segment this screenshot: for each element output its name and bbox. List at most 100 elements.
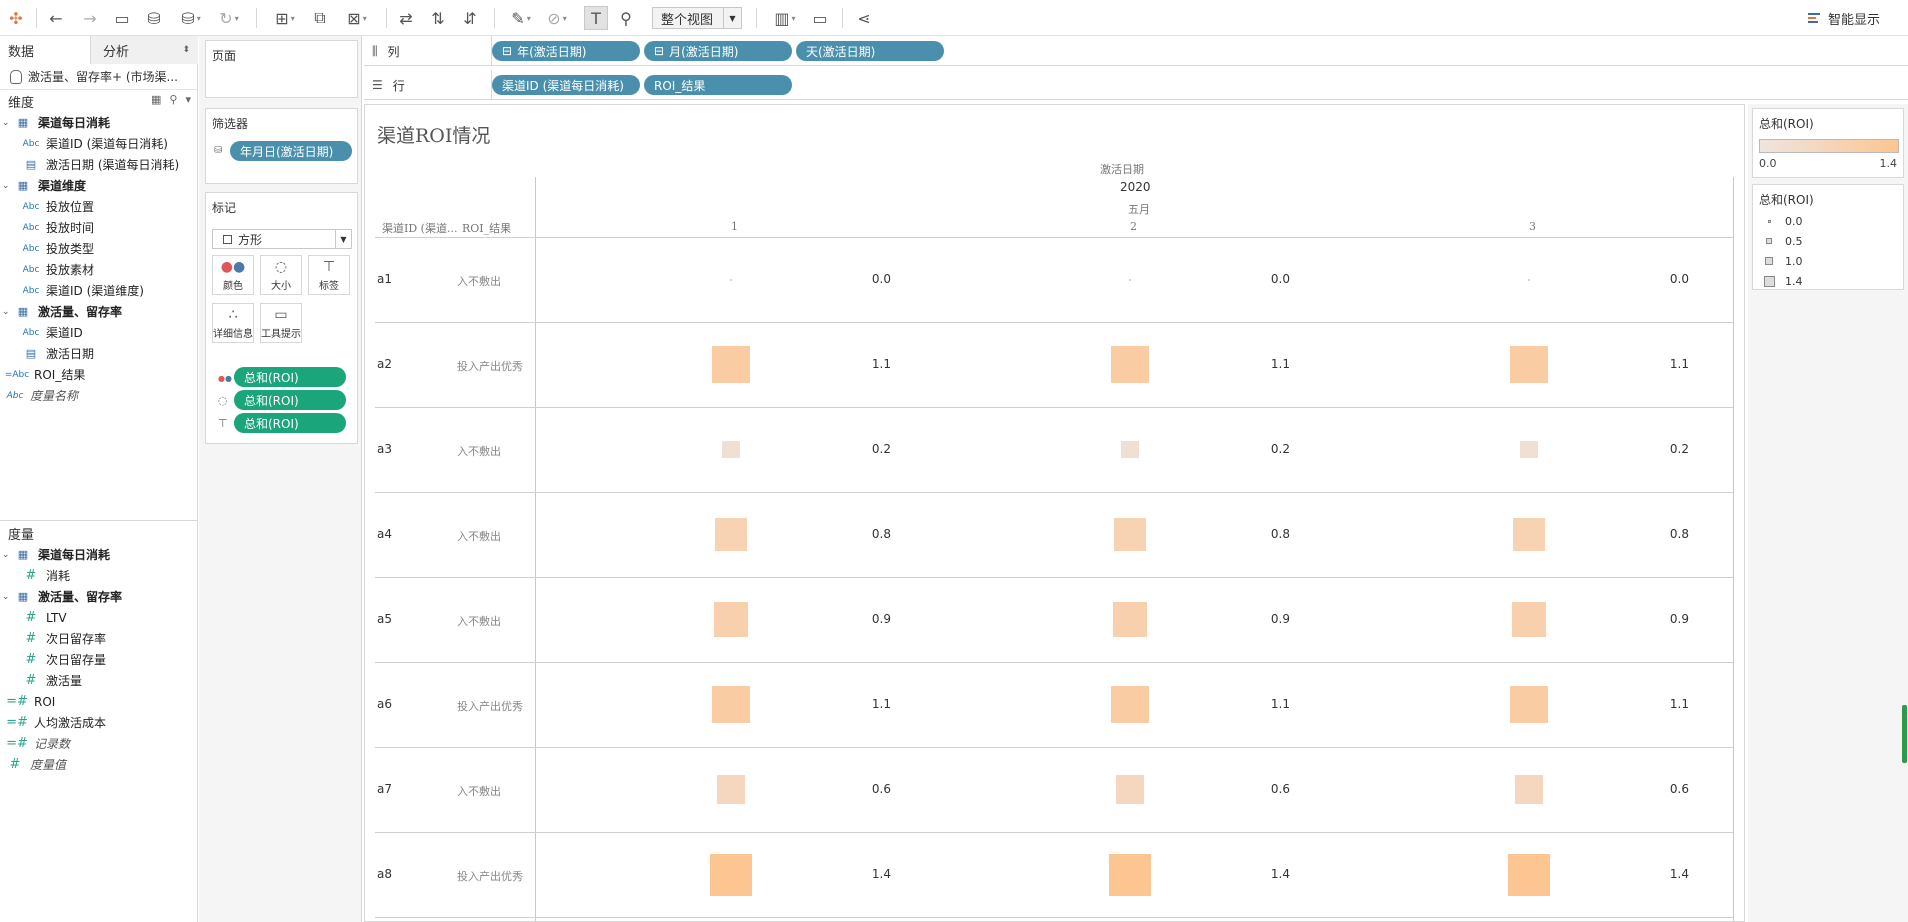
field-item[interactable]: # LTV [0, 607, 198, 628]
column-header-day[interactable]: 2 [1130, 220, 1137, 233]
row-label-result[interactable]: 入不敷出 [457, 784, 501, 798]
row-label-result[interactable]: 入不敷出 [457, 614, 501, 628]
column-header-month[interactable]: 五月 [1128, 203, 1150, 216]
field-item[interactable]: Abc 投放位置 [0, 196, 197, 217]
column-pill-month[interactable]: ⊟ 月(激活日期) [644, 41, 792, 61]
rows-shelf[interactable]: ☰ 行 渠道ID (渠道每日消耗) ROI_结果 [364, 70, 1908, 100]
column-pill-year[interactable]: ⊟ 年(激活日期) [492, 41, 640, 61]
view-canvas[interactable]: 渠道ROI情况 激活日期 2020 五月 渠道ID (渠道... ROI_结果 … [364, 104, 1745, 922]
size-legend-item[interactable]: 0.5 [1763, 233, 1802, 249]
heatmap-mark[interactable] [1528, 278, 1530, 281]
collapse-chevron-icon[interactable]: ⌄ [2, 306, 10, 317]
row-label-channel[interactable]: a3 [377, 441, 392, 456]
clear-sheet-icon[interactable]: ⊠ ▾ [347, 8, 367, 28]
new-worksheet-icon[interactable]: ⊞ ▾ [275, 8, 295, 28]
heatmap-mark[interactable] [1111, 685, 1149, 724]
calculated-field[interactable]: =# 人均激活成本 [0, 712, 198, 733]
heatmap-mark[interactable] [1129, 278, 1131, 281]
group-members-icon[interactable]: ⊘ ▾ [547, 8, 567, 28]
filters-card[interactable]: 筛选器 ⛁ 年月日(激活日期) [205, 108, 358, 184]
undo-icon[interactable]: ← [49, 8, 63, 28]
field-item[interactable]: Abc 投放素材 [0, 259, 197, 280]
field-item[interactable]: Abc 度量名称 [0, 385, 197, 406]
row-label-channel[interactable]: a8 [377, 866, 392, 881]
collapse-chevron-icon[interactable]: ⌄ [2, 591, 10, 602]
row-label-result[interactable]: 投入产出优秀 [457, 699, 523, 713]
column-pill-day[interactable]: 天(激活日期) [796, 41, 944, 61]
duplicate-sheet-icon[interactable]: ⧉ [314, 8, 326, 27]
heatmap-mark[interactable] [730, 278, 732, 281]
size-legend-item[interactable]: 1.0 [1763, 253, 1802, 269]
field-item[interactable]: Abc 渠道ID (渠道每日消耗) [0, 133, 197, 154]
swap-axes-icon[interactable]: ⇄ [399, 8, 413, 28]
field-item[interactable]: # 度量值 [0, 754, 198, 775]
heatmap-mark[interactable] [710, 853, 752, 896]
tooltip-button[interactable]: ▭ 工具提示 [260, 303, 302, 343]
tab-data[interactable]: 数据 [0, 36, 90, 64]
heatmap-mark[interactable] [713, 602, 749, 637]
row-label-result[interactable]: 投入产出优秀 [457, 869, 523, 883]
field-item[interactable]: # 次日留存率 [0, 628, 198, 649]
size-legend-item[interactable]: 1.4 [1763, 273, 1803, 289]
row-header-channel[interactable]: 渠道ID (渠道... [382, 222, 458, 235]
filter-pill[interactable]: 年月日(激活日期) [230, 141, 352, 161]
row-label-result[interactable]: 投入产出优秀 [457, 359, 523, 373]
row-label-channel[interactable]: a1 [377, 271, 392, 286]
heatmap-mark[interactable] [1511, 602, 1547, 637]
column-header-day[interactable]: 1 [731, 220, 738, 233]
collapse-chevron-icon[interactable]: ⌄ [2, 117, 10, 128]
presentation-mode-icon[interactable]: ▭ [812, 8, 828, 28]
heatmap-mark[interactable] [714, 518, 748, 551]
size-legend-item[interactable]: 0.0 [1763, 213, 1803, 229]
color-legend[interactable]: 总和(ROI) 0.0 1.4 [1752, 108, 1904, 178]
pin-axes-icon[interactable]: ⚲ [620, 8, 632, 28]
datasource-options-icon[interactable]: ⛁ ▾ [181, 8, 201, 28]
encoding-pill[interactable]: 总和(ROI) [234, 413, 346, 433]
heatmap-mark[interactable] [1115, 775, 1145, 804]
row-header-result[interactable]: ROI_结果 [462, 222, 512, 235]
heatmap-mark[interactable] [1508, 853, 1550, 896]
refresh-icon[interactable]: ↻ ▾ [219, 8, 239, 28]
heatmap-mark[interactable] [1512, 518, 1546, 551]
field-group[interactable]: ⌄ ▦ 渠道每日消耗 [0, 544, 198, 565]
heatmap-mark[interactable] [722, 440, 740, 459]
field-group[interactable]: ⌄ ▦ 渠道维度 [0, 175, 197, 196]
redo-icon[interactable]: → [83, 8, 97, 28]
field-item[interactable]: ▤ 激活日期 (渠道每日消耗) [0, 154, 197, 175]
pages-card[interactable]: 页面 [205, 40, 358, 98]
heatmap-mark[interactable] [1520, 440, 1538, 459]
scroll-indicator[interactable] [1902, 705, 1907, 763]
tableau-logo-icon[interactable]: ✣ [9, 8, 23, 28]
color-button[interactable]: ●● 颜色 [212, 255, 254, 295]
row-label-result[interactable]: 入不敷出 [457, 444, 501, 458]
field-item[interactable]: Abc 投放时间 [0, 217, 197, 238]
tab-analysis[interactable]: 分析 ⬍ [90, 36, 198, 64]
field-item[interactable]: # 次日留存量 [0, 649, 198, 670]
datasource-item[interactable]: 激活量、留存率+ (市场渠... [0, 64, 197, 90]
row-label-channel[interactable]: a6 [377, 696, 392, 711]
share-icon[interactable]: ⋖ [857, 8, 871, 28]
search-icon[interactable]: ⚲ [169, 93, 178, 106]
row-label-channel[interactable]: a5 [377, 611, 392, 626]
field-group[interactable]: ⌄ ▦ 激活量、留存率 [0, 586, 198, 607]
column-header-day[interactable]: 3 [1529, 220, 1536, 233]
collapse-chevron-icon[interactable]: ⌄ [2, 549, 10, 560]
heatmap-mark[interactable] [716, 775, 746, 804]
row-pill-channel[interactable]: 渠道ID (渠道每日消耗) [492, 75, 640, 95]
heatmap-mark[interactable] [1510, 345, 1548, 384]
size-button[interactable]: ◌ 大小 [260, 255, 302, 295]
sort-ascending-icon[interactable]: ⇅ [431, 8, 445, 28]
row-pill-result[interactable]: ROI_结果 [644, 75, 792, 95]
mark-type-select[interactable]: 方形 ▼ [212, 229, 352, 249]
field-item[interactable]: Abc 渠道ID (渠道维度) [0, 280, 197, 301]
column-header-year[interactable]: 2020 [1120, 180, 1151, 194]
calculated-field[interactable]: =# ROI [0, 691, 198, 712]
show-mark-labels-icon[interactable]: T [584, 6, 608, 30]
detail-button[interactable]: ∴ 详细信息 [212, 303, 254, 343]
row-label-channel[interactable]: a4 [377, 526, 392, 541]
heatmap-mark[interactable] [1121, 440, 1139, 459]
calculated-field[interactable]: =Abc ROI_结果 [0, 364, 197, 385]
collapse-chevron-icon[interactable]: ⌄ [2, 180, 10, 191]
save-icon[interactable]: ▭ [114, 8, 130, 28]
show-cards-icon[interactable]: ▥ ▾ [774, 8, 796, 28]
